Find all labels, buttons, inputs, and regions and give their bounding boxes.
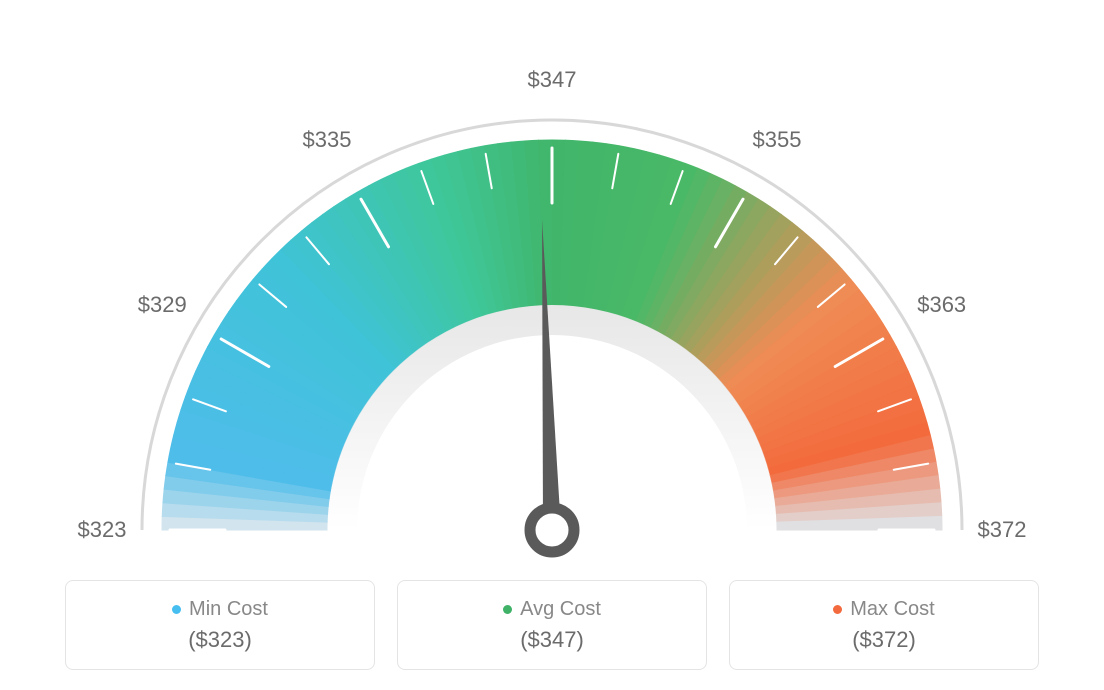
legend-card-min: Min Cost ($323) [65,580,375,670]
legend-title-text-max: Max Cost [850,598,934,621]
legend-value-max: ($372) [852,627,916,653]
legend-card-max: Max Cost ($372) [729,580,1039,670]
legend-value-min: ($323) [188,627,252,653]
legend-dot-max [833,605,842,614]
gauge-tick-label: $329 [138,292,187,318]
gauge-tick-label: $347 [528,67,577,93]
legend-title-max: Max Cost [833,598,934,621]
gauge-tick-label: $355 [753,127,802,153]
legend-value-avg: ($347) [520,627,584,653]
gauge-tick-label: $363 [917,292,966,318]
legend-title-avg: Avg Cost [503,598,601,621]
gauge-chart [52,40,1052,580]
legend-dot-min [172,605,181,614]
gauge-container: $323 $329 $335 $347 $355 $363 $372 [52,40,1052,580]
legend-row: Min Cost ($323) Avg Cost ($347) Max Cost ($37… [65,580,1039,670]
gauge-tick-label: $335 [303,127,352,153]
legend-dot-avg [503,605,512,614]
legend-title-text-min: Min Cost [189,598,268,621]
legend-title-min: Min Cost [172,598,268,621]
gauge-tick-label: $323 [78,517,127,543]
legend-card-avg: Avg Cost ($347) [397,580,707,670]
gauge-tick-label: $372 [978,517,1027,543]
legend-title-text-avg: Avg Cost [520,598,601,621]
